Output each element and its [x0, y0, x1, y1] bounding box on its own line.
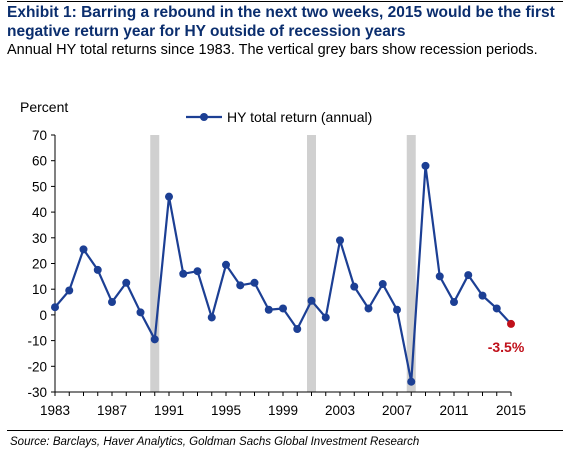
x-tick-label: 2007	[382, 403, 412, 418]
data-point-1995	[222, 260, 230, 269]
chart-title: Exhibit 1: Barring a rebound in the next…	[7, 4, 555, 40]
data-point-1999	[279, 304, 287, 313]
data-point-2014	[492, 304, 501, 313]
data-point-1985	[79, 245, 88, 254]
recession-bar-2008	[406, 135, 416, 392]
y-tick-label: 0	[39, 308, 47, 323]
y-tick-label: 20	[32, 257, 47, 272]
legend-marker	[200, 113, 208, 121]
data-point-1992	[179, 269, 188, 278]
x-tick-label: 1983	[40, 403, 70, 418]
data-point-2011	[450, 298, 458, 307]
recession-bars	[150, 135, 416, 392]
data-point-1989	[136, 308, 145, 317]
x-tick-label: 1991	[154, 403, 184, 418]
x-tick-label: 1999	[268, 403, 298, 418]
data-point-1998	[264, 305, 273, 314]
x-tick-label: 1987	[97, 403, 127, 418]
y-tick-label: -20	[27, 359, 47, 374]
y-tick-label: 30	[32, 231, 47, 246]
bottom-rule	[7, 430, 563, 431]
data-point-2010	[435, 272, 444, 281]
data-point-2013	[478, 291, 487, 300]
x-tick-label: 1995	[211, 403, 241, 418]
recession-bar-2001	[307, 135, 316, 392]
data-point-2005	[364, 304, 373, 313]
data-point-1997	[250, 278, 259, 287]
x-tick-label: 2011	[439, 403, 468, 418]
data-point-2006	[378, 280, 387, 289]
data-point-1996	[236, 281, 245, 290]
recession-bar-1990	[150, 135, 160, 392]
data-point-2012	[464, 271, 473, 280]
data-point-1987	[108, 298, 116, 307]
source-note: Source: Barclays, Haver Analytics, Goldm…	[10, 436, 420, 448]
data-point-2008	[407, 377, 416, 386]
data-point-1991	[165, 192, 173, 201]
data-point-2007	[393, 305, 401, 314]
x-tick-label: 2015	[496, 403, 526, 418]
top-rule	[7, 1, 563, 2]
data-point-2015	[507, 319, 515, 328]
chart-axes: -30 -20 -10 0 10 20 30 40 50 60 70 1983 1987 1991 1995…	[27, 128, 526, 418]
data-point-2002	[321, 313, 330, 322]
y-tick-label: 40	[32, 205, 47, 220]
legend-label: HY total return (annual)	[227, 109, 372, 125]
data-point-1993	[193, 267, 202, 276]
data-points	[51, 161, 515, 386]
data-point-2004	[350, 282, 359, 291]
legend: HY total return (annual)	[186, 109, 372, 125]
data-point-1986	[93, 265, 102, 274]
data-point-2001	[307, 296, 316, 305]
y-tick-label: 60	[32, 154, 47, 169]
data-point-1988	[122, 278, 131, 287]
data-point-2009	[421, 161, 430, 170]
line-chart: -30 -20 -10 0 10 20 30 40 50 60 70 1983 1987 1991 1995…	[20, 99, 526, 418]
annotation-label: -3.5%	[488, 339, 525, 355]
chart-subtitle: Annual HY total returns since 1983. The …	[7, 42, 538, 58]
x-tick-label: 2003	[325, 403, 355, 418]
y-tick-label: -30	[27, 385, 47, 400]
data-point-1994	[207, 313, 216, 322]
y-axis-label: Percent	[20, 99, 68, 115]
y-tick-label: 10	[32, 282, 47, 297]
data-point-2003	[336, 236, 344, 245]
data-point-1990	[150, 335, 159, 344]
data-point-1983	[51, 303, 59, 312]
y-tick-label: 70	[32, 128, 47, 143]
data-point-1984	[65, 286, 74, 295]
y-tick-label: 50	[32, 179, 47, 194]
data-point-2000	[293, 325, 302, 334]
y-tick-label: -10	[27, 334, 47, 349]
